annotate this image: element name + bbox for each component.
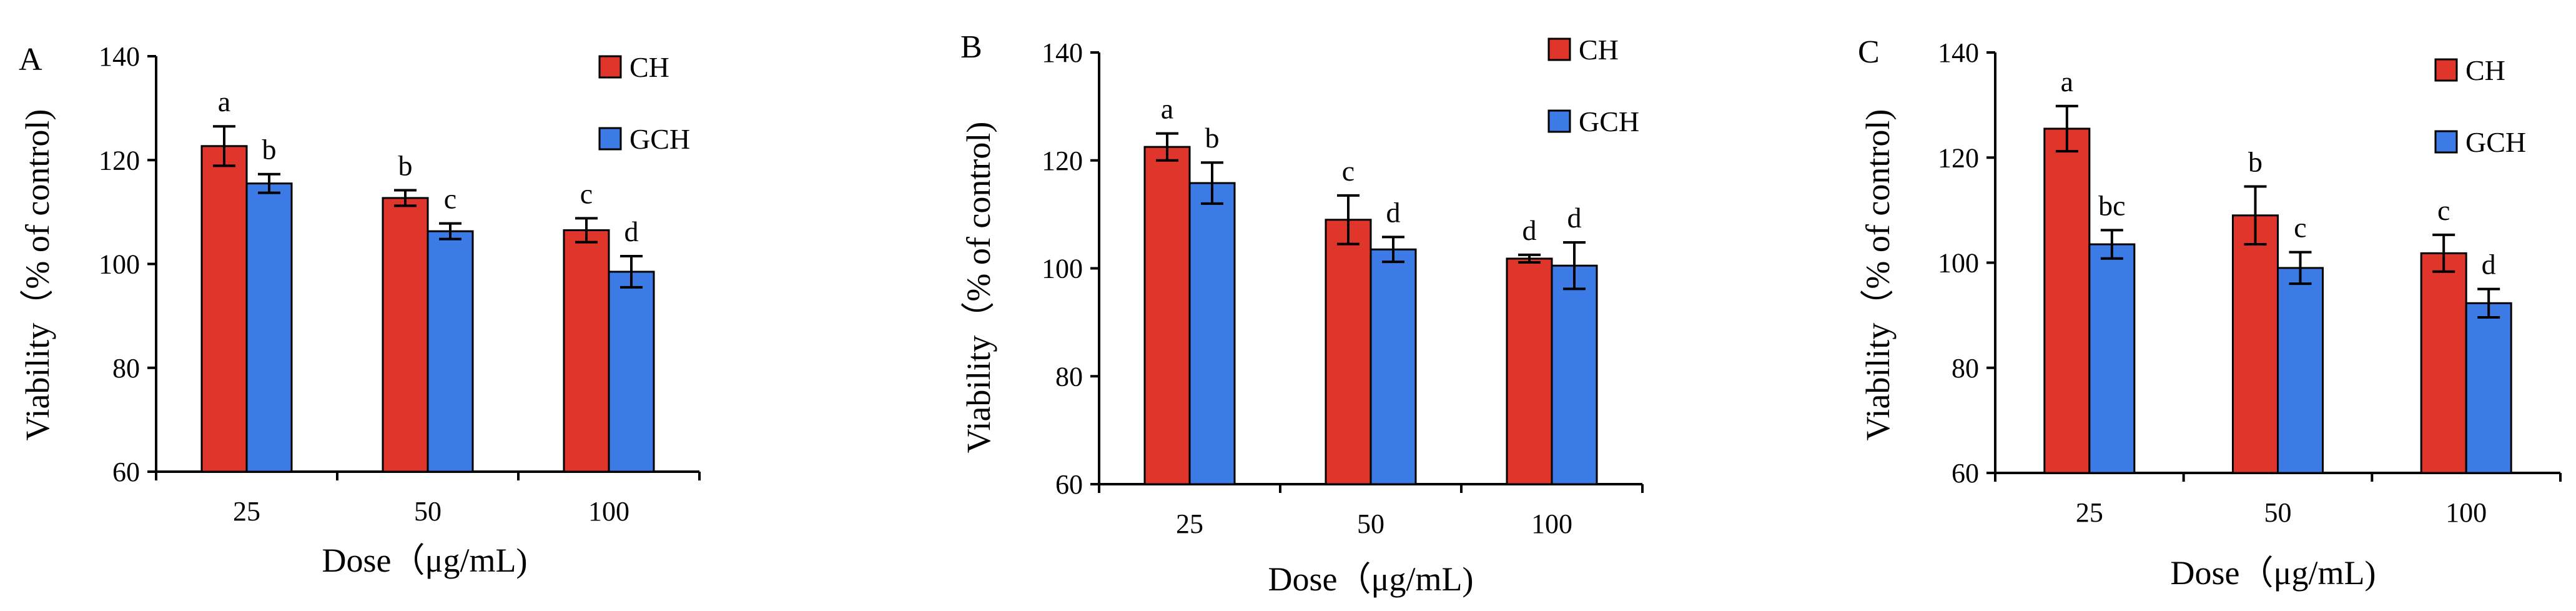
panel-b-bar-gch-100 bbox=[1551, 264, 1598, 485]
panel-b-y-tick-label: 140 bbox=[1042, 37, 1083, 68]
panel-c-x-tick-label: 25 bbox=[2076, 497, 2103, 528]
panel-c-bar-ch-50 bbox=[2232, 214, 2279, 474]
panel-b-significance-label: c bbox=[1342, 155, 1355, 187]
panel-c-y-tick-label: 80 bbox=[1952, 353, 1979, 384]
panel-c-significance-label: bc bbox=[2098, 189, 2125, 221]
panel-c-y-tick-label: 100 bbox=[1938, 248, 1979, 279]
panel-a-legend-gch-label: GCH bbox=[629, 123, 690, 155]
panel-c-x-tick-label: 100 bbox=[2445, 497, 2487, 528]
panel-a-significance-label: c bbox=[444, 183, 456, 215]
panel-b-y-tick-label: 100 bbox=[1042, 254, 1083, 284]
panel-b-x-tick-label: 100 bbox=[1531, 509, 1572, 539]
panel-b-bar-ch-25 bbox=[1143, 146, 1191, 485]
panel-a-bar-ch-100 bbox=[563, 229, 610, 473]
panel-c-bar-ch-25 bbox=[2043, 127, 2091, 474]
panel-b-significance-label: d bbox=[1386, 196, 1401, 228]
panel-c-significance-label: c bbox=[2294, 212, 2306, 244]
panel-b-bar-gch-25 bbox=[1188, 182, 1236, 485]
panel-a: A Viability（% of control) Dose（μg/mL) CH… bbox=[19, 41, 701, 579]
panel-c-legend-ch-swatch bbox=[2434, 58, 2458, 82]
panel-c-y-tick-label: 140 bbox=[1938, 37, 1979, 68]
panel-b-significance-label: d bbox=[1522, 214, 1537, 246]
panel-b-y-tick-label: 120 bbox=[1042, 146, 1083, 176]
panel-b-significance-label: a bbox=[1161, 93, 1173, 125]
panel-b-x-tick-label: 50 bbox=[1357, 509, 1384, 539]
panel-c-bar-gch-50 bbox=[2277, 267, 2324, 474]
panel-c-y-tick-label: 120 bbox=[1938, 142, 1979, 173]
panel-a-significance-label: b bbox=[398, 149, 413, 181]
panel-b-significance-label: d bbox=[1567, 202, 1582, 234]
panel-c-x-tick-label: 50 bbox=[2264, 497, 2292, 528]
panel-a-significance-label: a bbox=[218, 86, 230, 117]
panel-a-x-tick-label: 50 bbox=[414, 496, 442, 527]
panel-b-x-tick-label: 25 bbox=[1176, 509, 1203, 539]
panel-a-bar-gch-50 bbox=[427, 230, 474, 473]
panel-b-y-tick-label: 60 bbox=[1055, 469, 1083, 500]
panel-b-letter: B bbox=[960, 29, 982, 65]
panel-c-legend-gch-label: GCH bbox=[2465, 126, 2526, 158]
panel-b-x-axis-label: Dose（μg/mL) bbox=[1268, 560, 1474, 598]
panel-c-significance-label: a bbox=[2061, 66, 2073, 97]
panel-b-legend-ch-label: CH bbox=[1579, 34, 1619, 66]
panel-b: B Viability（% of control) Dose（μg/mL) CH… bbox=[960, 29, 1644, 598]
panel-a-y-tick-label: 140 bbox=[99, 41, 140, 72]
panel-b-y-tick-label: 80 bbox=[1055, 361, 1083, 392]
panel-b-bar-ch-50 bbox=[1325, 219, 1372, 485]
panel-c-bar-ch-100 bbox=[2420, 252, 2467, 474]
panel-a-significance-label: d bbox=[624, 216, 639, 247]
panel-c-legend-gch-swatch bbox=[2434, 130, 2458, 154]
panel-c-legend-ch-label: CH bbox=[2465, 54, 2505, 86]
panel-b-legend-gch-label: GCH bbox=[1579, 106, 1639, 137]
panel-a-bar-ch-25 bbox=[200, 145, 248, 473]
panel-a-bar-ch-50 bbox=[382, 197, 429, 473]
panel-a-legend: CH GCH bbox=[598, 51, 690, 155]
panel-a-x-tick-label: 100 bbox=[588, 496, 629, 527]
panel-a-x-axis-label: Dose（μg/mL) bbox=[322, 542, 528, 579]
panel-a-x-tick-label: 25 bbox=[233, 496, 260, 527]
panel-b-bar-gch-50 bbox=[1369, 248, 1417, 485]
panel-c-significance-label: c bbox=[2437, 194, 2450, 226]
panel-a-legend-gch-swatch bbox=[598, 127, 622, 151]
panel-a-legend-ch-swatch bbox=[598, 55, 622, 79]
panel-c-bar-gch-100 bbox=[2465, 302, 2512, 474]
panel-c-legend: CH GCH bbox=[2434, 54, 2526, 158]
panel-c-y-tick-label: 60 bbox=[1952, 458, 1979, 489]
panel-b-legend: CH GCH bbox=[1547, 34, 1639, 137]
panel-c-x-axis-label: Dose（μg/mL) bbox=[2171, 554, 2376, 592]
panel-a-significance-label: c bbox=[580, 177, 593, 209]
panel-b-legend-ch-swatch bbox=[1547, 37, 1571, 61]
panel-c-bar-gch-25 bbox=[2088, 243, 2136, 474]
panel-c-significance-label: d bbox=[2482, 249, 2496, 281]
panel-a-significance-label: b bbox=[262, 134, 277, 166]
panel-b-significance-label: b bbox=[1205, 122, 1220, 154]
panel-a-legend-ch-label: CH bbox=[629, 51, 669, 83]
panel-a-y-axis-label: Viability（% of control) bbox=[19, 109, 56, 441]
panel-a-bar-gch-25 bbox=[245, 182, 293, 473]
panel-a-y-tick-label: 60 bbox=[112, 457, 140, 487]
panel-c-letter: C bbox=[1858, 34, 1880, 70]
panel-a-bar-gch-100 bbox=[608, 271, 655, 473]
panel-b-bar-ch-100 bbox=[1506, 257, 1553, 485]
panel-a-y-tick-label: 120 bbox=[99, 145, 140, 176]
panel-c: C Viability（% of control) Dose（μg/mL) CH… bbox=[1858, 34, 2562, 592]
panel-a-y-tick-label: 80 bbox=[112, 353, 140, 384]
panel-c-y-axis-label: Viability（% of control) bbox=[1859, 109, 1897, 441]
panel-b-y-axis-label: Viability（% of control) bbox=[960, 122, 997, 454]
panel-c-significance-label: b bbox=[2248, 146, 2263, 178]
panel-b-legend-gch-swatch bbox=[1547, 109, 1571, 133]
panel-a-y-tick-label: 100 bbox=[99, 249, 140, 280]
panel-a-letter: A bbox=[19, 42, 42, 77]
